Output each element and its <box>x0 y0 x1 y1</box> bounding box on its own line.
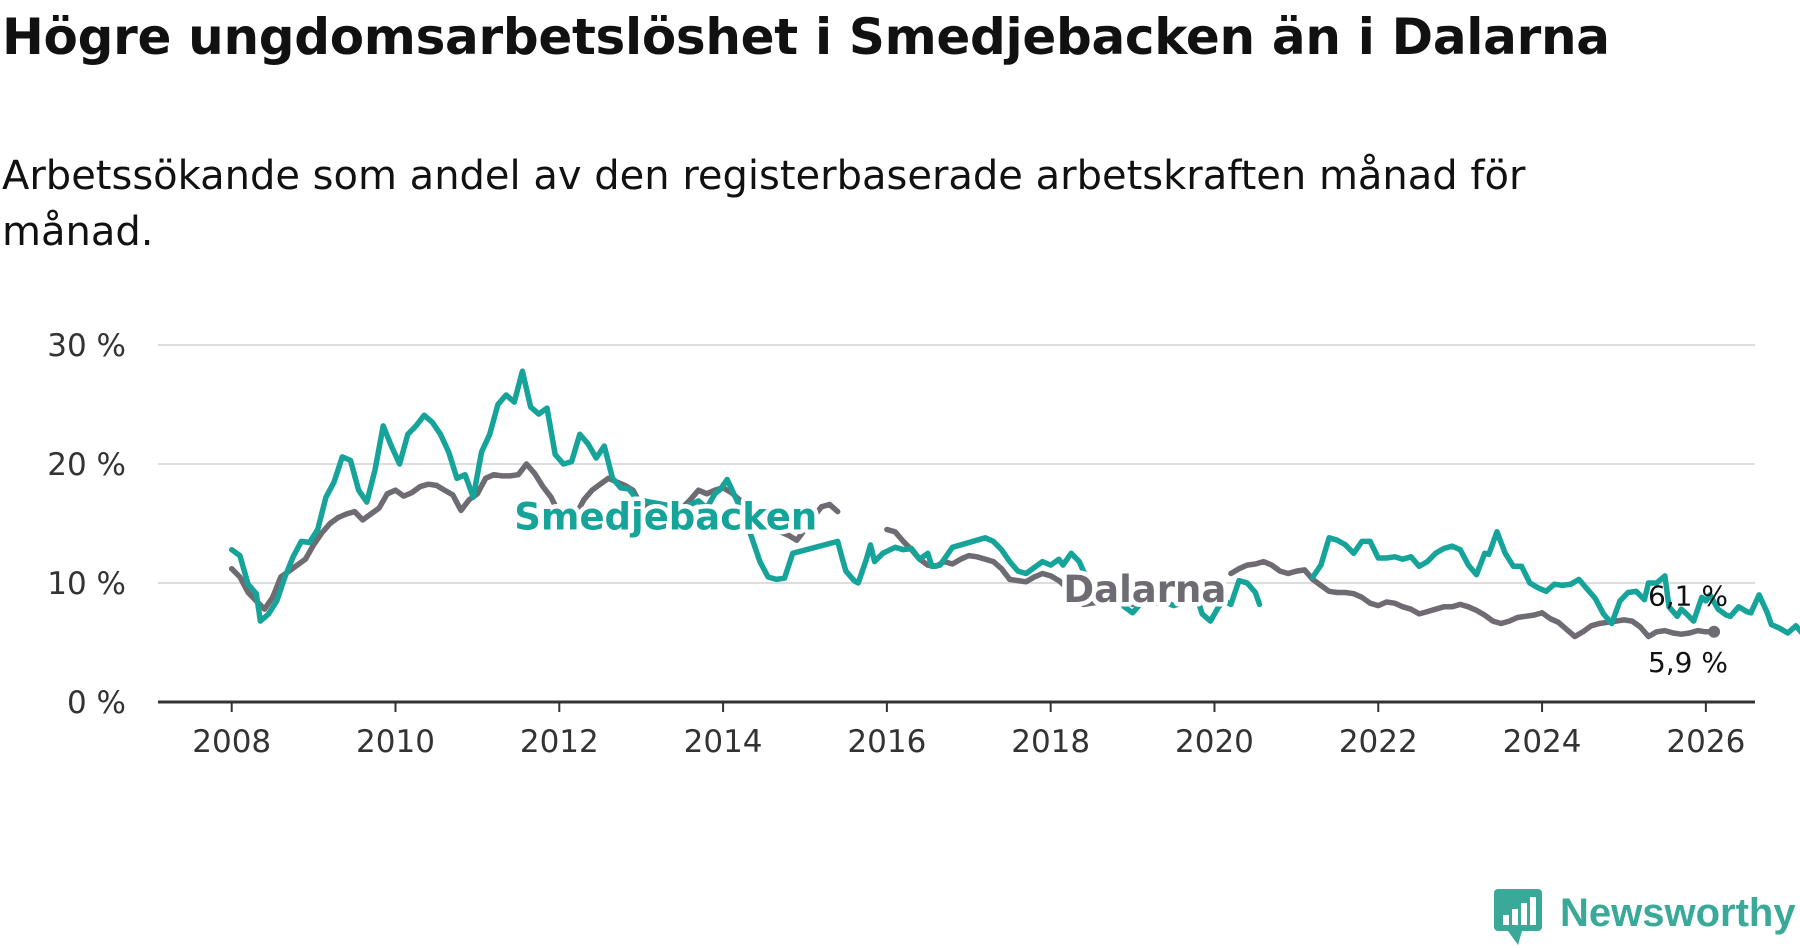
x-tick-label: 2018 <box>1011 724 1090 760</box>
x-axis-ticks: 2008 2010 2012 2014 2016 2018 2020 2022 2024 2026 <box>192 702 1745 760</box>
x-tick-label: 2012 <box>520 724 599 760</box>
gridlines <box>158 344 1755 704</box>
x-tick-label: 2026 <box>1666 724 1745 760</box>
x-tick-label: 2020 <box>1175 724 1254 760</box>
series-line-dalarna <box>228 461 841 612</box>
series-lines <box>228 368 1800 640</box>
chart-subtitle: Arbetssökande som andel av den registerb… <box>2 153 1526 255</box>
y-axis-ticks: 0 % 10 % 20 % 30 % <box>47 328 126 721</box>
y-tick-label: 20 % <box>47 447 126 483</box>
series-label-dalarna: Dalarna <box>1063 568 1226 611</box>
y-tick-label: 10 % <box>47 566 126 602</box>
series-label-smedjebacken: Smedjebacken <box>514 495 817 538</box>
x-tick-label: 2008 <box>192 724 271 760</box>
x-tick-label: 2016 <box>847 724 926 760</box>
x-tick-label: 2014 <box>684 724 763 760</box>
brand-name: Newsworthy <box>1560 891 1796 935</box>
chart-title: Högre ungdomsarbetslöshet i Smedjebacken… <box>2 8 1610 66</box>
series-line-smedjebacken <box>228 368 1263 624</box>
series-labels: Smedjebacken Dalarna 6,1 % 5,9 % <box>510 491 1728 679</box>
x-tick-label: 2022 <box>1339 724 1418 760</box>
x-tick-label: 2024 <box>1503 724 1582 760</box>
end-value-smedjebacken: 6,1 % <box>1648 579 1728 612</box>
newsworthy-logo-icon <box>1494 889 1542 945</box>
y-tick-label: 30 % <box>47 328 126 364</box>
series-line-smedjebacken <box>1310 529 1800 636</box>
end-marker-dalarna <box>1708 625 1721 638</box>
series-line-dalarna <box>884 526 1136 608</box>
end-value-dalarna: 5,9 % <box>1648 646 1728 679</box>
y-tick-label: 0 % <box>67 685 126 721</box>
x-tick-label: 2010 <box>356 724 435 760</box>
